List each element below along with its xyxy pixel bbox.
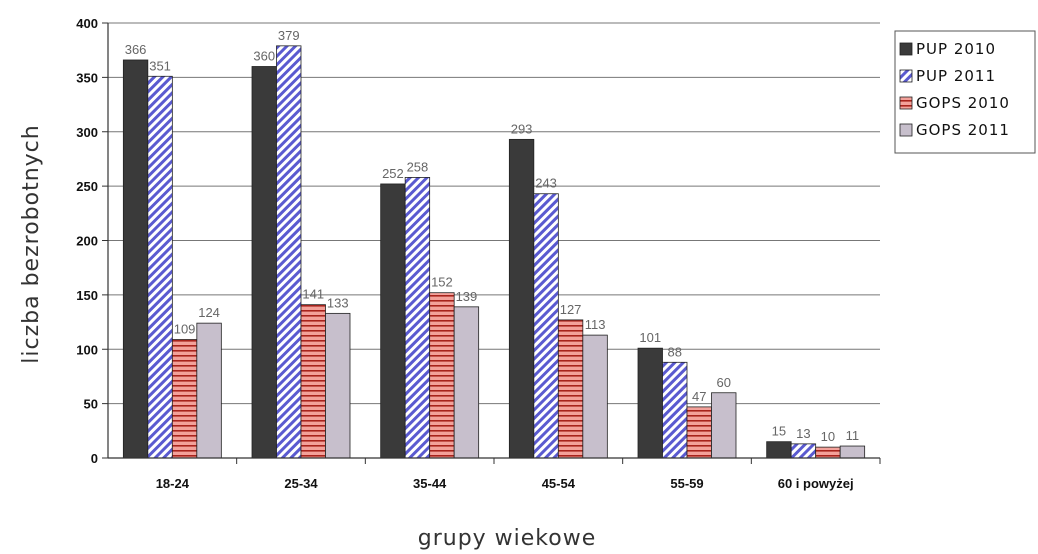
bar-gops-2011: [453, 306, 480, 459]
data-label: 243: [535, 176, 557, 191]
bar-pup-2010: [508, 138, 535, 459]
y-tick-label: 300: [76, 125, 98, 140]
bars: [122, 45, 866, 459]
legend-label: PUP 2011: [916, 67, 996, 85]
x-tick-label: 35-44: [413, 476, 447, 491]
data-label: 258: [407, 159, 429, 174]
y-axis-label: liczba bezrobotnych: [19, 124, 44, 363]
bar-gops-2011: [839, 445, 866, 459]
y-tick-label: 350: [76, 70, 98, 85]
bar-pup-2010: [637, 347, 663, 459]
bar-gops-2011: [582, 334, 608, 459]
data-label: 15: [772, 424, 786, 439]
bar-gops-2010: [557, 319, 584, 459]
legend-box: [894, 30, 1036, 154]
bar-pup-2011: [404, 177, 431, 459]
data-label: 139: [456, 289, 478, 304]
bar-pup-2011: [276, 45, 302, 459]
legend-swatch: [899, 42, 913, 56]
bar-gops-2011: [196, 322, 222, 459]
legend-label: GOPS 2011: [916, 121, 1010, 139]
data-label: 113: [585, 317, 606, 332]
y-tick-labels: 0 50 100 150 200 250 300 350 400: [76, 16, 98, 466]
data-label: 293: [511, 121, 533, 136]
bar-pup-2011: [662, 361, 688, 459]
bar-pup-2011: [147, 75, 173, 459]
x-tick-label: 18-24: [156, 476, 190, 491]
bar-pup-2011: [790, 443, 817, 459]
legend-label: PUP 2010: [916, 40, 996, 58]
legend: PUP 2010 PUP 2011 GOPS 2010 GOPS 2011: [894, 30, 1036, 154]
x-tick-label: 25-34: [284, 476, 318, 491]
bar-pup-2010: [251, 66, 277, 459]
y-tick-label: 250: [76, 179, 98, 194]
bar-gops-2010: [300, 304, 326, 459]
bar-pup-2010: [766, 441, 792, 459]
data-label: 379: [278, 28, 300, 43]
data-label: 101: [639, 330, 661, 345]
legend-label: GOPS 2010: [916, 94, 1010, 112]
y-tick-label: 50: [84, 397, 98, 412]
bar-gops-2010: [686, 406, 712, 459]
x-tick-label: 60 i powyżej: [778, 476, 854, 491]
data-label: 141: [302, 287, 324, 302]
data-label: 366: [125, 42, 147, 57]
legend-swatch: [899, 96, 913, 110]
x-tick-labels: 18-24 25-34 35-44 45-54 55-59 60 i powyżej: [156, 476, 854, 491]
y-tick-label: 400: [76, 16, 98, 31]
data-label: 351: [149, 58, 171, 73]
x-tick-label: 45-54: [542, 476, 576, 491]
data-label: 133: [327, 295, 349, 310]
bar-gops-2010: [429, 292, 455, 459]
data-label: 109: [174, 321, 196, 336]
bar-gops-2011: [325, 312, 351, 459]
legend-swatch: [899, 123, 913, 137]
bar-gops-2011: [711, 392, 737, 459]
y-tick-label: 100: [76, 342, 98, 357]
data-label: 360: [253, 49, 275, 64]
data-label: 127: [560, 302, 582, 317]
x-tick-label: 55-59: [670, 476, 703, 491]
x-axis-label: grupy wiekowe: [418, 526, 597, 551]
data-label: 152: [431, 275, 453, 290]
legend-swatch: [899, 69, 913, 83]
y-tick-label: 150: [76, 288, 98, 303]
bar-gops-2010: [815, 446, 841, 459]
data-label: 252: [382, 166, 404, 181]
gridlines: [102, 22, 880, 459]
data-label: 13: [796, 426, 810, 441]
data-label: 88: [668, 344, 682, 359]
data-label: 10: [821, 429, 835, 444]
data-label: 11: [846, 428, 860, 443]
data-label: 124: [198, 305, 220, 320]
bar-pup-2011: [533, 193, 559, 459]
data-label: 47: [692, 389, 706, 404]
y-tick-label: 200: [76, 234, 98, 249]
bar-gops-2010: [171, 339, 198, 459]
axes: [107, 23, 881, 464]
bar-pup-2010: [380, 183, 406, 459]
y-tick-label: 0: [91, 451, 98, 466]
bar-pup-2010: [122, 59, 149, 459]
data-label: 60: [717, 375, 731, 390]
